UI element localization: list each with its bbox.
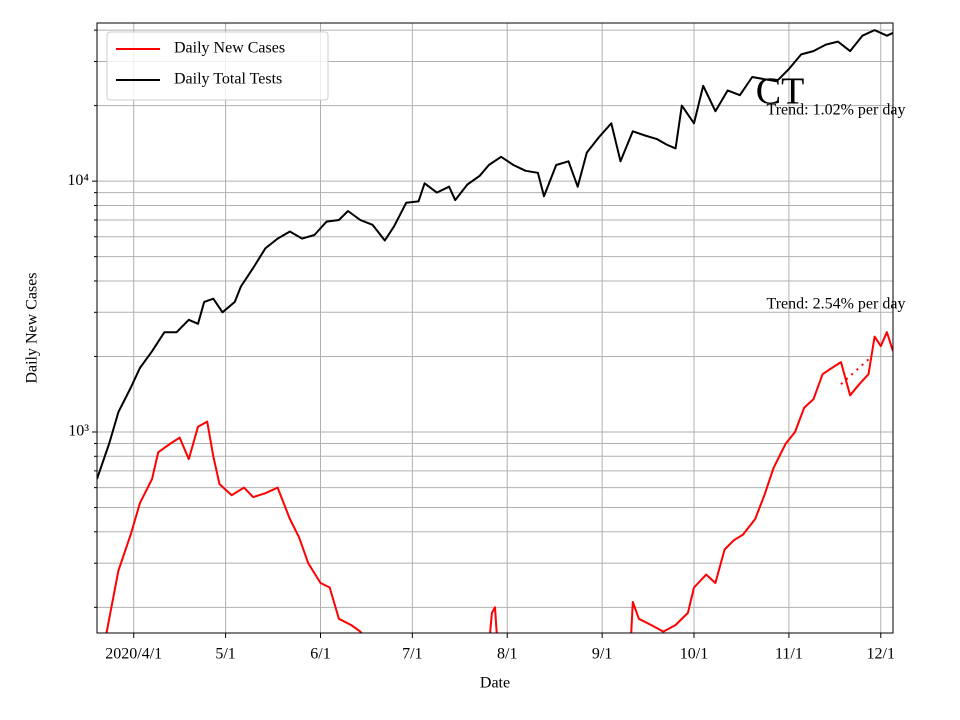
y-axis-label: Daily New Cases [24, 272, 41, 383]
y-tick-label: 10⁴ [67, 172, 89, 189]
x-tick-label: 7/1 [402, 646, 422, 663]
y-tick-label: 10³ [68, 423, 89, 440]
x-tick-label: 8/1 [497, 646, 517, 663]
plot-frame [96, 22, 894, 634]
annotation: Trend: 1.02% per day [767, 102, 906, 119]
x-tick-label: 11/1 [775, 646, 803, 663]
legend: Daily New Cases Daily Total Tests [106, 31, 329, 101]
annotation: Trend: 2.54% per day [767, 296, 906, 313]
x-axis-label: Date [480, 675, 510, 692]
x-tick-label: 6/1 [310, 646, 330, 663]
legend-box [106, 31, 329, 101]
annotation: CT [756, 71, 805, 113]
x-tick-label: 12/1 [867, 646, 895, 663]
legend-label: Daily Total Tests [174, 71, 282, 88]
x-tick-label: 9/1 [592, 646, 612, 663]
x-tick-label: 5/1 [215, 646, 235, 663]
x-tick-label: 10/1 [680, 646, 708, 663]
line-series [105, 331, 893, 633]
line-series [97, 29, 893, 480]
legend-label: Daily New Cases [174, 40, 285, 57]
x-tick-label: 2020/4/1 [105, 646, 162, 663]
